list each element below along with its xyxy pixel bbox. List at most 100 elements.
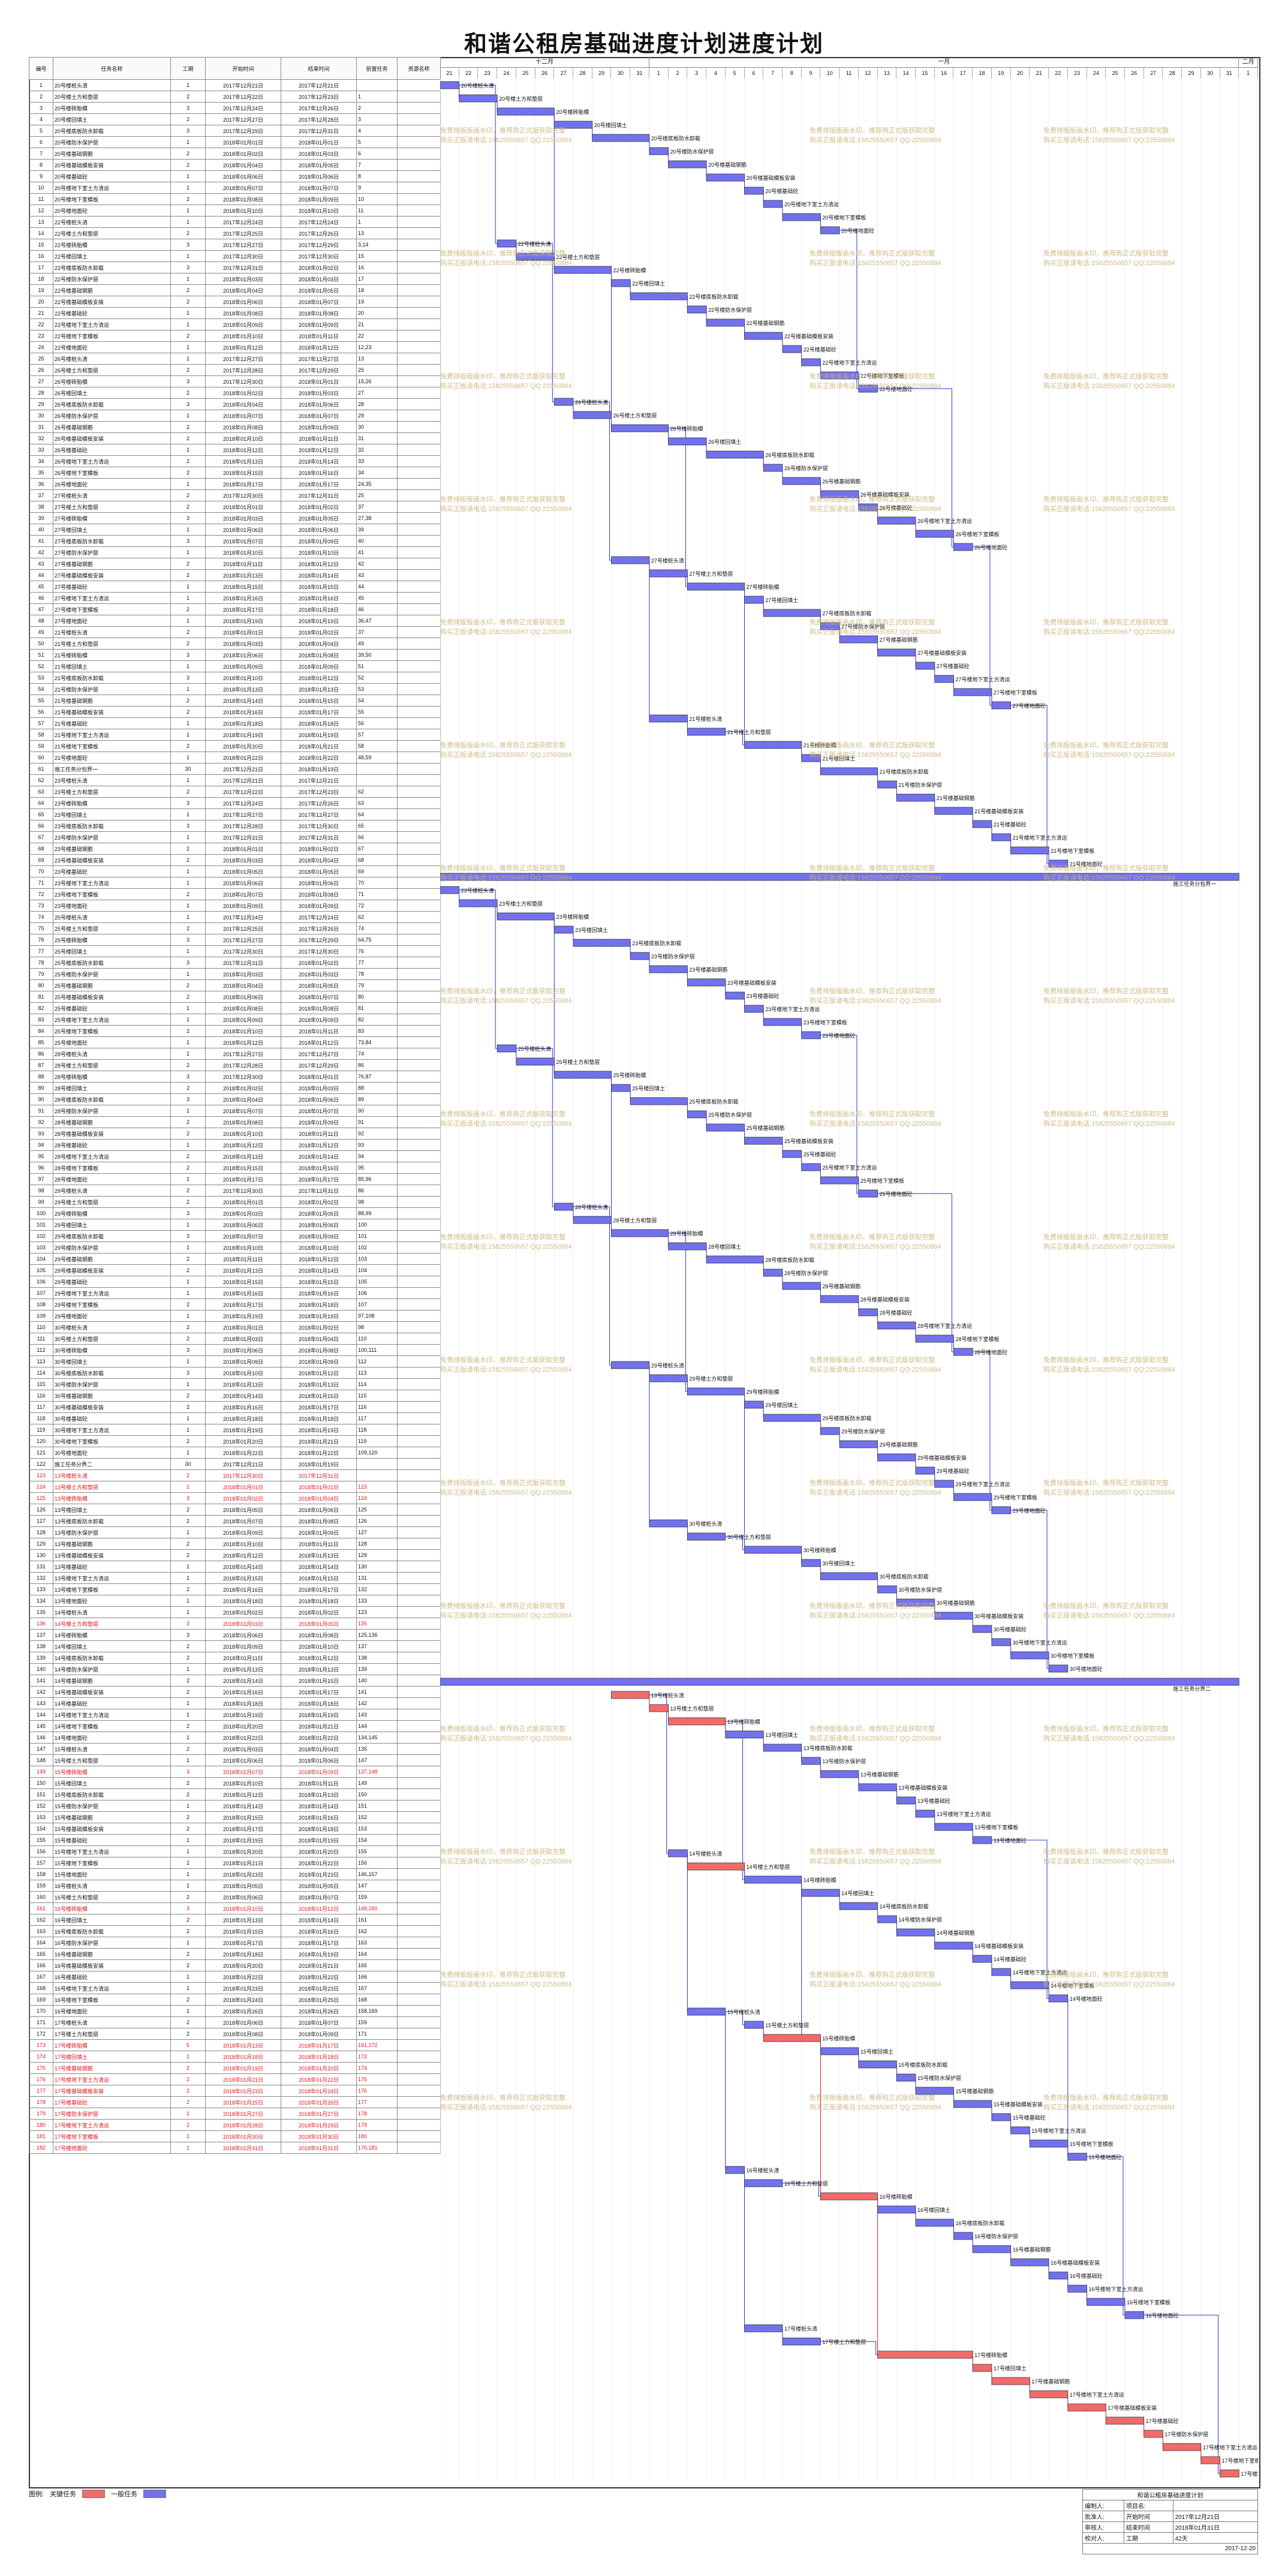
task-row[interactable]: 2 20号楼土方和垫层 2 2017年12月22日 2017年12月23日 1 — [29, 91, 441, 103]
gantt-bar[interactable] — [934, 1480, 954, 1488]
gantt-bar[interactable] — [706, 1123, 745, 1132]
gantt-bar[interactable] — [877, 2205, 916, 2214]
gantt-bar[interactable] — [1220, 2469, 1239, 2478]
gantt-bar[interactable] — [630, 292, 688, 300]
task-row[interactable]: 141 14号楼基础钢筋 2 2018年01月14日 2018年01月15日 140 — [29, 1675, 441, 1687]
task-row[interactable]: 81 25号楼基础模板安装 2 2018年01月06日 2018年01月07日 80 — [29, 991, 441, 1003]
task-row[interactable]: 117 30号楼基础模板安装 2 2018年01月16日 2018年01月17日 116 — [29, 1401, 441, 1413]
task-row[interactable]: 170 16号楼地面砼 1 2018年01月26日 2018年01月26日 158,169 — [29, 2005, 441, 2017]
gantt-bar[interactable] — [915, 1809, 935, 1818]
gantt-bar[interactable] — [687, 1387, 745, 1396]
task-row[interactable]: 28 26号楼回填土 2 2018年01月02日 2018年01月03日 27 — [29, 387, 441, 399]
gantt-bar[interactable] — [763, 609, 821, 617]
task-row[interactable]: 23 22号楼地下室模板 2 2018年01月10日 2018年01月11日 22 — [29, 330, 441, 342]
task-row[interactable]: 129 13号楼基础钢筋 2 2018年01月10日 2018年01月11日 128 — [29, 1538, 441, 1550]
task-row[interactable]: 86 28号楼桩头清 1 2017年12月27日 2017年12月27日 74 — [29, 1048, 441, 1060]
gantt-bar[interactable] — [649, 147, 669, 155]
gantt-bar[interactable] — [915, 1466, 935, 1475]
gantt-bar[interactable] — [553, 121, 593, 129]
gantt-bar[interactable] — [611, 1691, 650, 1699]
gantt-bar[interactable] — [991, 2377, 1030, 2385]
gantt-bar[interactable] — [820, 2047, 859, 2055]
gantt-bar[interactable] — [744, 1137, 783, 1145]
task-row[interactable]: 102 29号楼底板防水卸载 3 2018年01月07日 2018年01月09日 101 — [29, 1230, 441, 1242]
gantt-bar[interactable] — [1029, 2139, 1069, 2148]
task-row[interactable]: 55 21号楼基础钢筋 2 2018年01月14日 2018年01月15日 54 — [29, 695, 441, 707]
col-header-predecessor[interactable]: 前置任务 — [356, 57, 398, 80]
task-row[interactable]: 172 17号楼土方和垫层 2 2018年01月08日 2018年01月09日 171 — [29, 2028, 441, 2040]
gantt-bar[interactable] — [744, 332, 783, 340]
task-row[interactable]: 140 14号楼防水保护层 1 2018年01月13日 2018年01月13日 139 — [29, 1663, 441, 1675]
task-row[interactable]: 29 26号楼底板防水卸载 3 2018年01月04日 2018年01月06日 28 — [29, 398, 441, 410]
gantt-bar[interactable] — [630, 952, 650, 960]
task-row[interactable]: 46 27号楼地下室土方清运 1 2018年01月16日 2018年01月16日 45 — [29, 592, 441, 604]
task-row[interactable]: 152 15号楼防水保护层 1 2018年01月14日 2018年01月14日 151 — [29, 1800, 441, 1812]
task-row[interactable]: 145 14号楼地下室模板 2 2018年01月20日 2018年01月21日 144 — [29, 1720, 441, 1732]
task-row[interactable]: 79 25号楼防水保护层 1 2018年01月03日 2018年01月03日 78 — [29, 968, 441, 980]
gantt-bar[interactable] — [934, 1612, 973, 1620]
gantt-bar[interactable] — [953, 2232, 973, 2240]
task-row[interactable]: 40 27号楼回填土 1 2018年01月06日 2018年01月06日 39 — [29, 524, 441, 536]
task-row[interactable]: 121 30号楼地面砼 1 2018年01月22日 2018年01月22日 109,120 — [29, 1447, 441, 1459]
task-row[interactable]: 75 25号楼土方和垫层 2 2017年12月25日 2017年12月26日 74 — [29, 922, 441, 934]
task-row[interactable]: 39 27号楼砖胎模 3 2018年01月03日 2018年01月05日 27,38 — [29, 512, 441, 524]
gantt-bar[interactable] — [687, 978, 726, 987]
task-row[interactable]: 90 28号楼底板防水卸载 3 2018年01月04日 2018年01月06日 89 — [29, 1093, 441, 1105]
gantt-bar[interactable] — [744, 596, 764, 604]
task-row[interactable]: 4 20号楼回填土 2 2017年12月27日 2017年12月28日 3 — [29, 113, 441, 125]
task-row[interactable]: 181 17号楼地下室模板 1 2018年01月30日 2018年01月30日 180 — [29, 2130, 441, 2142]
task-row[interactable]: 77 25号楼回填土 1 2017年12月30日 2017年12月30日 76 — [29, 945, 441, 957]
task-row[interactable]: 16 22号楼回填土 1 2017年12月30日 2017年12月30日 15 — [29, 250, 441, 262]
gantt-bar[interactable] — [553, 398, 574, 406]
task-row[interactable]: 67 23号楼防水保护层 1 2017年12月31日 2017年12月31日 66 — [29, 831, 441, 843]
gantt-bar[interactable] — [782, 1282, 821, 1290]
gantt-bar[interactable] — [934, 1823, 973, 1831]
task-row[interactable]: 173 17号楼砖胎模 5 2018年01月13日 2018年01月17日 161,172 — [29, 2039, 441, 2051]
task-row[interactable]: 142 14号楼基础模板安装 2 2018年01月16日 2018年01月17日 141 — [29, 1686, 441, 1698]
gantt-bar[interactable] — [611, 1084, 631, 1092]
task-row[interactable]: 133 13号楼地下室模板 2 2018年01月16日 2018年01月17日 132 — [29, 1583, 441, 1595]
task-row[interactable]: 7 20号楼基础钢筋 2 2018年01月02日 2018年01月03日 6 — [29, 148, 441, 160]
task-row[interactable]: 32 26号楼基础模板安装 2 2018年01月10日 2018年01月11日 31 — [29, 432, 441, 444]
task-row[interactable]: 101 29号楼回填土 1 2018年01月06日 2018年01月06日 100 — [29, 1219, 441, 1231]
task-row[interactable]: 124 13号楼土方和垫层 1 2018年01月01日 2018年01月01日 123 — [29, 1481, 441, 1493]
task-row[interactable]: 113 30号楼回填土 1 2018年01月09日 2018年01月09日 112 — [29, 1355, 441, 1367]
gantt-bar[interactable] — [877, 780, 897, 789]
task-row[interactable]: 144 14号楼地下室土方清运 1 2018年01月19日 2018年01月19日 143 — [29, 1709, 441, 1721]
task-row[interactable]: 156 15号楼地下室土方清运 1 2018年01月20日 2018年01月20日 155 — [29, 1845, 441, 1857]
task-row[interactable]: 51 21号楼砖胎模 3 2018年01月06日 2018年01月08日 39,50 — [29, 649, 441, 661]
gantt-bar[interactable] — [611, 556, 650, 564]
gantt-bar[interactable] — [687, 2007, 726, 2016]
gantt-bar[interactable] — [573, 939, 631, 947]
task-row[interactable]: 56 21号楼基础模板安装 2 2018年01月16日 2018年01月17日 55 — [29, 706, 441, 718]
task-row[interactable]: 26 26号楼土方和垫层 2 2017年12月28日 2017年12月29日 25 — [29, 364, 441, 376]
task-row[interactable]: 19 22号楼基础钢筋 2 2018年01月04日 2018年01月05日 18 — [29, 284, 441, 296]
gantt-bar[interactable] — [687, 1532, 726, 1541]
task-row[interactable]: 6 20号楼防水保护层 1 2018年01月01日 2018年01月01日 5 — [29, 136, 441, 148]
gantt-bar[interactable] — [858, 1189, 878, 1198]
task-row[interactable]: 15 22号楼砖胎模 3 2017年12月27日 2017年12月29日 3,14 — [29, 239, 441, 251]
gantt-bar[interactable] — [725, 2166, 745, 2174]
task-row[interactable]: 177 17号楼基础模板安装 2 2018年01月23日 2018年01月24日 176 — [29, 2085, 441, 2097]
gantt-bar[interactable] — [1162, 2443, 1202, 2451]
task-row[interactable]: 163 16号楼底板防水卸载 2 2018年01月15日 2018年01月16日 162 — [29, 1925, 441, 1937]
gantt-bar[interactable] — [858, 384, 878, 393]
task-row[interactable]: 35 26号楼地下室模板 2 2018年01月15日 2018年01月16日 34 — [29, 467, 441, 479]
gantt-bar[interactable] — [763, 1744, 802, 1752]
gantt-bar[interactable] — [915, 530, 954, 538]
task-row[interactable]: 24 22号楼地面砼 1 2018年01月12日 2018年01月12日 12,23 — [29, 341, 441, 353]
gantt-bar[interactable] — [1067, 2403, 1106, 2412]
task-row[interactable]: 110 30号楼桩头清 2 2018年01月01日 2018年01月02日 98 — [29, 1321, 441, 1333]
gantt-bar[interactable] — [553, 266, 612, 274]
task-row[interactable]: 125 13号楼砖胎模 3 2018年01月02日 2018年01月04日 124 — [29, 1492, 441, 1504]
task-row[interactable]: 174 17号楼回填土 1 2018年01月18日 2018年01月18日 173 — [29, 2051, 441, 2063]
gantt-bar[interactable] — [953, 2100, 992, 2108]
gantt-bar[interactable] — [782, 345, 802, 353]
task-row[interactable]: 33 26号楼基础砼 1 2018年01月12日 2018年01月12日 32 — [29, 444, 441, 456]
gantt-bar[interactable] — [649, 1704, 669, 1712]
gantt-bar[interactable] — [1067, 2153, 1087, 2161]
gantt-bar[interactable] — [991, 1506, 1012, 1514]
task-row[interactable]: 1 20号楼桩头清 1 2017年12月21日 2017年12月21日 — [29, 79, 441, 91]
gantt-bar[interactable] — [668, 1717, 726, 1726]
task-row[interactable]: 84 25号楼地下室模板 2 2018年01月10日 2018年01月11日 83 — [29, 1025, 441, 1037]
